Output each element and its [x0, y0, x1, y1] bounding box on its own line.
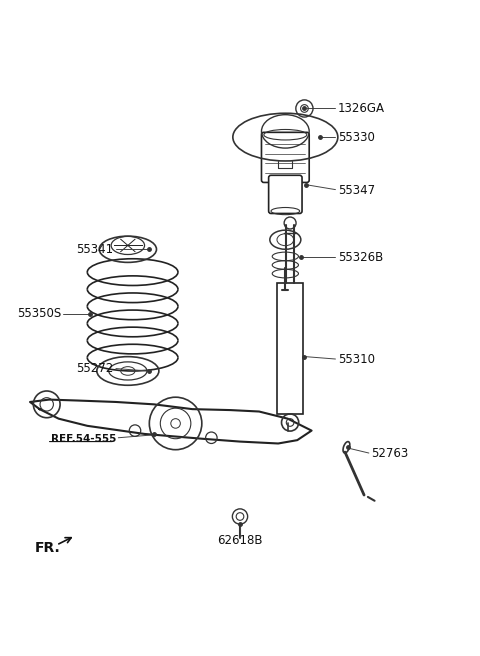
Text: REF.54-555: REF.54-555 [50, 434, 116, 443]
Text: 55310: 55310 [338, 353, 375, 366]
Text: FR.: FR. [35, 541, 60, 554]
Text: 55326B: 55326B [338, 251, 383, 264]
Text: 62618B: 62618B [217, 534, 263, 547]
Text: 55347: 55347 [338, 184, 375, 197]
Text: 55330: 55330 [338, 131, 375, 144]
Text: 1326GA: 1326GA [338, 102, 385, 115]
FancyBboxPatch shape [277, 283, 303, 414]
Text: 55341: 55341 [76, 243, 114, 256]
FancyBboxPatch shape [269, 175, 302, 213]
Text: 55350S: 55350S [17, 307, 61, 320]
Text: 52763: 52763 [371, 447, 408, 461]
FancyBboxPatch shape [262, 133, 309, 182]
Text: 55272: 55272 [76, 361, 114, 375]
